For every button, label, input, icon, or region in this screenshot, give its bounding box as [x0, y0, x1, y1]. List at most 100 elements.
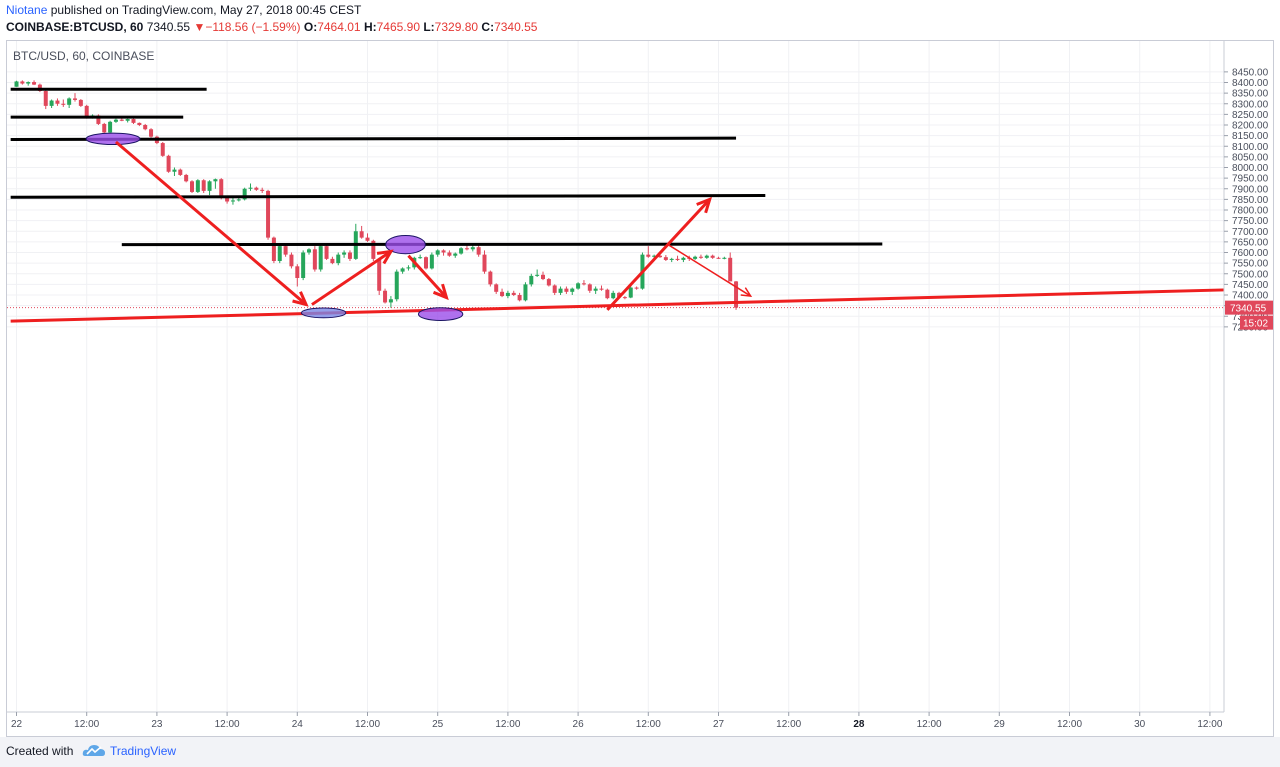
- arrow-line: [407, 254, 448, 299]
- price-tick-label: 7400.00: [1232, 291, 1269, 302]
- candle-body: [113, 119, 118, 122]
- candle-body: [160, 143, 165, 156]
- low-value: 7329.80: [434, 20, 479, 34]
- arrow-head: [292, 291, 309, 307]
- candle-body: [43, 91, 48, 106]
- candle-body: [576, 283, 581, 289]
- highlight-ellipse: [385, 235, 426, 255]
- price-tick-label: 7700.00: [1232, 227, 1269, 238]
- candle-body: [658, 255, 662, 258]
- candle-body: [722, 257, 727, 259]
- candle-body: [347, 252, 352, 259]
- candle-body: [400, 268, 405, 272]
- time-tick-label: 12:00: [1057, 719, 1082, 730]
- time-axis: 22 12:00 23 12:00 24 12:00 25 12:00 26 12:00 27 12:…: [7, 711, 1224, 730]
- candle-body: [418, 257, 423, 259]
- price-tick-label: 8250.00: [1232, 110, 1269, 121]
- high-value: 7465.90: [376, 20, 420, 34]
- candle-body: [552, 285, 557, 293]
- candle-body: [242, 188, 247, 200]
- candle-body: [295, 266, 300, 278]
- candle-body: [517, 295, 522, 301]
- countdown-tag: [1240, 315, 1273, 330]
- price-tick-label: 7550.00: [1232, 259, 1269, 270]
- candle-body: [663, 257, 668, 260]
- close-value: 7340.55: [494, 20, 538, 34]
- trend-line: [10, 288, 1234, 323]
- time-tick-label: 24: [292, 719, 304, 730]
- price-tick-label: 8050.00: [1232, 152, 1269, 163]
- price-change: −118.56 (−1.59%): [205, 20, 301, 34]
- candle-body: [464, 248, 469, 250]
- arrow-head: [696, 196, 713, 214]
- tradingview-cloud-icon[interactable]: [82, 741, 106, 759]
- candle-body: [26, 82, 31, 84]
- horizontal-line: [121, 242, 883, 247]
- candle-body: [32, 82, 37, 85]
- candle-body: [96, 115, 101, 124]
- arrow-line: [606, 198, 711, 311]
- price-tick-label: 7650.00: [1232, 237, 1269, 248]
- candle-body: [184, 174, 189, 182]
- candle-body: [693, 256, 698, 259]
- candle-body: [49, 100, 54, 106]
- quote-line: COINBASE:BTCUSD, 60 7340.55 ▼−118.56 (−1…: [6, 20, 537, 34]
- candle-body: [599, 288, 604, 290]
- highlight-ellipse: [85, 132, 141, 146]
- price-tick-label: 8150.00: [1232, 131, 1269, 142]
- candle-body: [394, 271, 399, 300]
- arrow-line: [668, 244, 752, 297]
- candle-body: [307, 249, 311, 253]
- candle-body: [312, 249, 317, 270]
- candle-body: [365, 237, 370, 241]
- price-chart[interactable]: 7250.007300.007350.007400.007450.007500.…: [0, 0, 1280, 737]
- candle-body: [143, 125, 148, 130]
- candle-body: [178, 169, 183, 175]
- open-label: O:: [303, 20, 318, 34]
- candle-body: [371, 240, 376, 259]
- time-tick-label: 27: [713, 719, 725, 730]
- candle-body: [634, 287, 639, 289]
- candle-body: [201, 180, 206, 191]
- grid: [7, 41, 1224, 712]
- time-tick-label: 12:00: [636, 719, 661, 730]
- candle-body: [119, 119, 124, 121]
- down-triangle-icon: ▼: [193, 20, 206, 34]
- candle-body: [541, 274, 545, 280]
- candle-body: [734, 281, 739, 308]
- candle-body: [546, 279, 551, 286]
- candle-body: [14, 81, 19, 87]
- candle-body: [628, 287, 633, 298]
- candle-body: [61, 103, 66, 105]
- candle-body: [190, 181, 194, 192]
- price-tick-label: 8200.00: [1232, 121, 1269, 132]
- time-tick-label: 22: [11, 719, 23, 730]
- price-tick-label: 8100.00: [1232, 142, 1269, 153]
- candle-body: [564, 288, 569, 292]
- candle-body: [131, 119, 136, 123]
- candle-body: [289, 254, 294, 267]
- candle-body: [84, 105, 89, 118]
- highlight-ellipse: [417, 307, 464, 321]
- author-link[interactable]: Niotane: [6, 3, 48, 17]
- time-tick-label: 23: [151, 719, 163, 730]
- candle-body: [482, 254, 487, 272]
- candle-body: [248, 187, 253, 189]
- tradingview-brand-link[interactable]: TradingView: [110, 744, 177, 758]
- last-price-tag: [1225, 300, 1273, 315]
- candle-body: [470, 247, 475, 250]
- time-tick-label: 25: [432, 719, 444, 730]
- candle-body: [558, 288, 563, 293]
- candle-body: [476, 247, 481, 255]
- candle-body: [207, 181, 212, 191]
- candle-body: [283, 246, 288, 255]
- candle-body: [342, 252, 347, 255]
- chart-frame[interactable]: [6, 40, 1274, 737]
- time-tick-label: 29: [994, 719, 1006, 730]
- candle-body: [505, 292, 510, 297]
- price-tick-label: 7850.00: [1232, 195, 1269, 206]
- horizontal-line: [10, 194, 766, 199]
- price-tick-label: 7900.00: [1232, 184, 1269, 195]
- candle-body: [617, 292, 622, 298]
- last-price-value: 7340.55: [146, 20, 191, 34]
